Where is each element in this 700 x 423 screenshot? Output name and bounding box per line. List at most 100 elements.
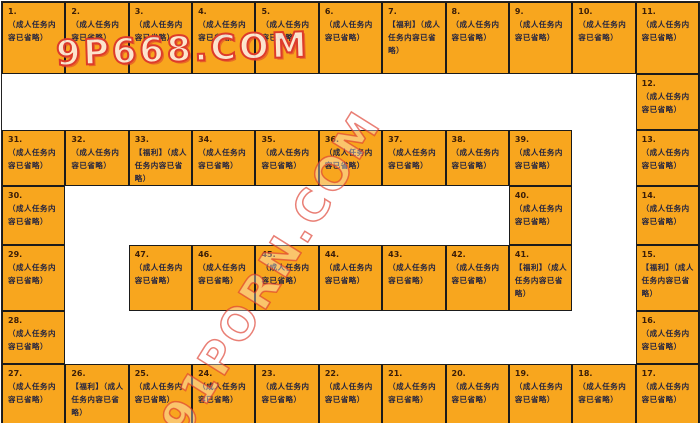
cell-number: 17. xyxy=(641,369,656,378)
cell-task-text: （成人任务内容已省略） xyxy=(578,20,627,43)
board-cell-22: 22. （成人任务内容已省略） xyxy=(318,364,383,423)
cell-number: 18. xyxy=(578,369,593,378)
board-cell-17: 17. （成人任务内容已省略） xyxy=(635,364,699,423)
board-cell-24: 24. （成人任务内容已省略） xyxy=(192,364,256,423)
cell-task-text: （成人任务内容已省略） xyxy=(198,148,247,171)
board-cell-31: 31. （成人任务内容已省略） xyxy=(2,130,66,186)
cell-task-text: （成人任务内容已省略） xyxy=(641,92,690,115)
cell-number: 33. xyxy=(134,135,149,144)
board-cell-16: 16. （成人任务内容已省略） xyxy=(635,311,699,364)
cell-number: 27. xyxy=(8,369,23,378)
board-cell-11: 11. （成人任务内容已省略） xyxy=(635,2,699,74)
cell-task-text: （成人任务内容已省略） xyxy=(324,382,373,405)
board-cell-14: 14. （成人任务内容已省略） xyxy=(635,186,699,245)
cell-number: 46. xyxy=(198,250,213,259)
board-cell-4: 4. （成人任务内容已省略） xyxy=(192,2,256,74)
board-cell-19: 19. （成人任务内容已省略） xyxy=(508,364,573,423)
cell-number: 28. xyxy=(8,316,23,325)
cell-task-text: （成人任务内容已省略） xyxy=(641,329,690,352)
cell-task-text: （成人任务内容已省略） xyxy=(388,382,437,405)
cell-task-text: （成人任务内容已省略） xyxy=(641,148,690,171)
cell-task-text: （成人任务内容已省略） xyxy=(8,148,56,171)
board-cell-47: 47. （成人任务内容已省略） xyxy=(128,245,193,311)
cell-number: 2. xyxy=(71,7,80,16)
board-cell-26: 26. 【福利】（成人任务内容已省略） xyxy=(65,364,129,423)
cell-number: 24. xyxy=(198,369,213,378)
board-cell-41: 41. 【福利】（成人任务内容已省略） xyxy=(508,245,573,311)
cell-number: 4. xyxy=(198,7,207,16)
board-cell-15: 15. 【福利】（成人任务内容已省略） xyxy=(635,245,699,311)
cell-number: 39. xyxy=(514,135,530,144)
cell-number: 12. xyxy=(641,79,656,88)
cell-task-text: （成人任务内容已省略） xyxy=(641,204,690,227)
board-cell-6: 6. （成人任务内容已省略） xyxy=(318,2,383,74)
board-cell-5: 5. （成人任务内容已省略） xyxy=(255,2,319,74)
cell-task-text: 【福利】（成人任务内容已省略） xyxy=(71,382,124,418)
cell-task-text: （成人任务内容已省略） xyxy=(8,382,56,405)
board-cell-7: 7. 【福利】（成人任务内容已省略） xyxy=(382,2,446,74)
cell-task-text: （成人任务内容已省略） xyxy=(514,148,563,171)
cell-task-text: （成人任务内容已省略） xyxy=(641,20,690,43)
cell-number: 34. xyxy=(198,135,213,144)
cell-task-text: （成人任务内容已省略） xyxy=(71,20,120,43)
board-cell-28: 28. （成人任务内容已省略） xyxy=(2,311,66,364)
cell-number: 21. xyxy=(388,369,403,378)
cell-task-text: （成人任务内容已省略） xyxy=(261,263,310,286)
board-cell-10: 10. （成人任务内容已省略） xyxy=(572,2,636,74)
cell-number: 43. xyxy=(388,250,403,259)
board-cell-36: 36. （成人任务内容已省略） xyxy=(318,130,383,186)
cell-task-text: （成人任务内容已省略） xyxy=(578,382,627,405)
cell-number: 7. xyxy=(388,7,397,16)
cell-task-text: （成人任务内容已省略） xyxy=(71,148,120,171)
cell-number: 37. xyxy=(388,135,403,144)
cell-task-text: （成人任务内容已省略） xyxy=(514,382,563,405)
cell-task-text: （成人任务内容已省略） xyxy=(514,204,563,227)
board-cell-25: 25. （成人任务内容已省略） xyxy=(128,364,193,423)
cell-task-text: （成人任务内容已省略） xyxy=(198,20,247,43)
board-cell-18: 18. （成人任务内容已省略） xyxy=(572,364,636,423)
cell-number: 31. xyxy=(8,135,23,144)
board-cell-20: 20. （成人任务内容已省略） xyxy=(445,364,509,423)
cell-task-text: （成人任务内容已省略） xyxy=(324,263,373,286)
cell-number: 35. xyxy=(261,135,276,144)
cell-number: 41. xyxy=(514,250,530,259)
cell-number: 14. xyxy=(641,191,656,200)
cell-number: 22. xyxy=(324,369,339,378)
cell-task-text: （成人任务内容已省略） xyxy=(451,382,500,405)
cell-number: 16. xyxy=(641,316,656,325)
cell-task-text: （成人任务内容已省略） xyxy=(324,20,373,43)
cell-number: 5. xyxy=(261,7,271,16)
cell-task-text: （成人任务内容已省略） xyxy=(261,382,310,405)
board-cell-3: 3. （成人任务内容已省略） xyxy=(128,2,193,74)
board-cell-9: 9. （成人任务内容已省略） xyxy=(508,2,573,74)
board-cell-43: 43. （成人任务内容已省略） xyxy=(382,245,446,311)
board-cell-13: 13. （成人任务内容已省略） xyxy=(635,130,699,186)
cell-number: 3. xyxy=(134,7,144,16)
cell-number: 15. xyxy=(641,250,656,259)
cell-number: 44. xyxy=(324,250,339,259)
cell-number: 26. xyxy=(71,369,86,378)
cell-task-text: （成人任务内容已省略） xyxy=(134,382,183,405)
cell-number: 25. xyxy=(134,369,149,378)
cell-task-text: （成人任务内容已省略） xyxy=(451,148,500,171)
cell-task-text: 【福利】（成人任务内容已省略） xyxy=(514,263,568,299)
cell-number: 13. xyxy=(641,135,656,144)
cell-task-text: （成人任务内容已省略） xyxy=(198,382,247,405)
cell-task-text: 【福利】（成人任务内容已省略） xyxy=(388,20,441,56)
cell-task-text: （成人任务内容已省略） xyxy=(324,148,373,171)
cell-number: 11. xyxy=(641,7,656,16)
board-cell-45: 45. （成人任务内容已省略） xyxy=(255,245,319,311)
board-cell-12: 12. （成人任务内容已省略） xyxy=(635,74,699,130)
cell-task-text: （成人任务内容已省略） xyxy=(8,204,56,227)
cell-task-text: （成人任务内容已省略） xyxy=(388,148,437,171)
cell-number: 20. xyxy=(451,369,466,378)
cell-task-text: （成人任务内容已省略） xyxy=(134,20,183,43)
cell-number: 8. xyxy=(451,7,461,16)
board-cell-1: 1. （成人任务内容已省略） xyxy=(2,2,66,74)
cell-number: 36. xyxy=(324,135,339,144)
cell-task-text: 【福利】（成人任务内容已省略） xyxy=(641,263,694,299)
board-cell-8: 8. （成人任务内容已省略） xyxy=(445,2,509,74)
cell-number: 45. xyxy=(261,250,276,259)
